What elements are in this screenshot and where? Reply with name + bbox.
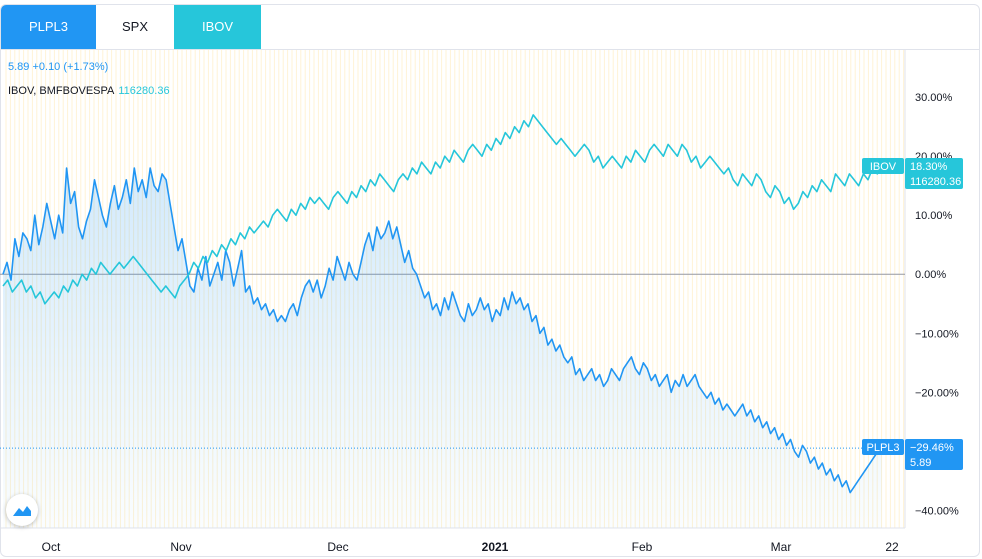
y-tick-label: 0.00% — [915, 269, 946, 281]
x-tick-label: 22 — [885, 540, 899, 554]
y-tick-label: 30.00% — [915, 92, 953, 104]
y-tick-label: −40.00% — [915, 505, 959, 517]
series-line-ibov[interactable] — [2, 114, 883, 305]
x-tick-label: Mar — [771, 540, 792, 554]
x-tick-label: Nov — [170, 540, 191, 554]
last-percent-label: 18.30% — [910, 161, 948, 173]
tradingview-logo-icon — [13, 506, 31, 516]
tab-plpl3[interactable]: PLPL3 — [1, 5, 96, 49]
last-percent-label: −29.46% — [910, 442, 954, 454]
compare-legend: IBOV, BMFBOVESPA 116280.36 — [8, 85, 170, 97]
last-value-badge — [905, 158, 963, 189]
series-name-badge — [862, 158, 904, 174]
series-name-badge-text: IBOV — [870, 161, 897, 173]
tab-ibov[interactable]: IBOV — [174, 5, 261, 49]
y-tick-label: −10.00% — [915, 328, 959, 340]
x-tick-label: Feb — [632, 540, 653, 554]
x-tick-label: Dec — [327, 540, 348, 554]
y-tick-label: −20.00% — [915, 387, 959, 399]
series-name-badge-text: PLPL3 — [866, 442, 899, 454]
symbol-tabs: PLPL3 SPX IBOV — [1, 5, 261, 49]
x-tick-label: 2021 — [482, 540, 509, 554]
series-area-plpl3 — [3, 168, 882, 528]
tradingview-logo-button[interactable] — [6, 494, 38, 526]
y-tick-label: 10.00% — [915, 210, 953, 222]
last-value-label: 116280.36 — [910, 176, 961, 188]
series-name-badge — [862, 439, 904, 455]
compare-value: 116280.36 — [118, 85, 170, 97]
main-quote: 5.89 +0.10 (+1.73%) — [8, 61, 109, 73]
compare-name: IBOV, BMFBOVESPA — [8, 85, 115, 97]
chart-frame — [0, 4, 980, 557]
last-value-badge — [905, 439, 963, 470]
tabs-divider — [1, 49, 979, 50]
x-tick-label: Oct — [42, 540, 61, 554]
last-value-label: 5.89 — [910, 457, 931, 469]
tab-spx[interactable]: SPX — [96, 5, 174, 49]
series-line-plpl3[interactable] — [2, 167, 883, 494]
